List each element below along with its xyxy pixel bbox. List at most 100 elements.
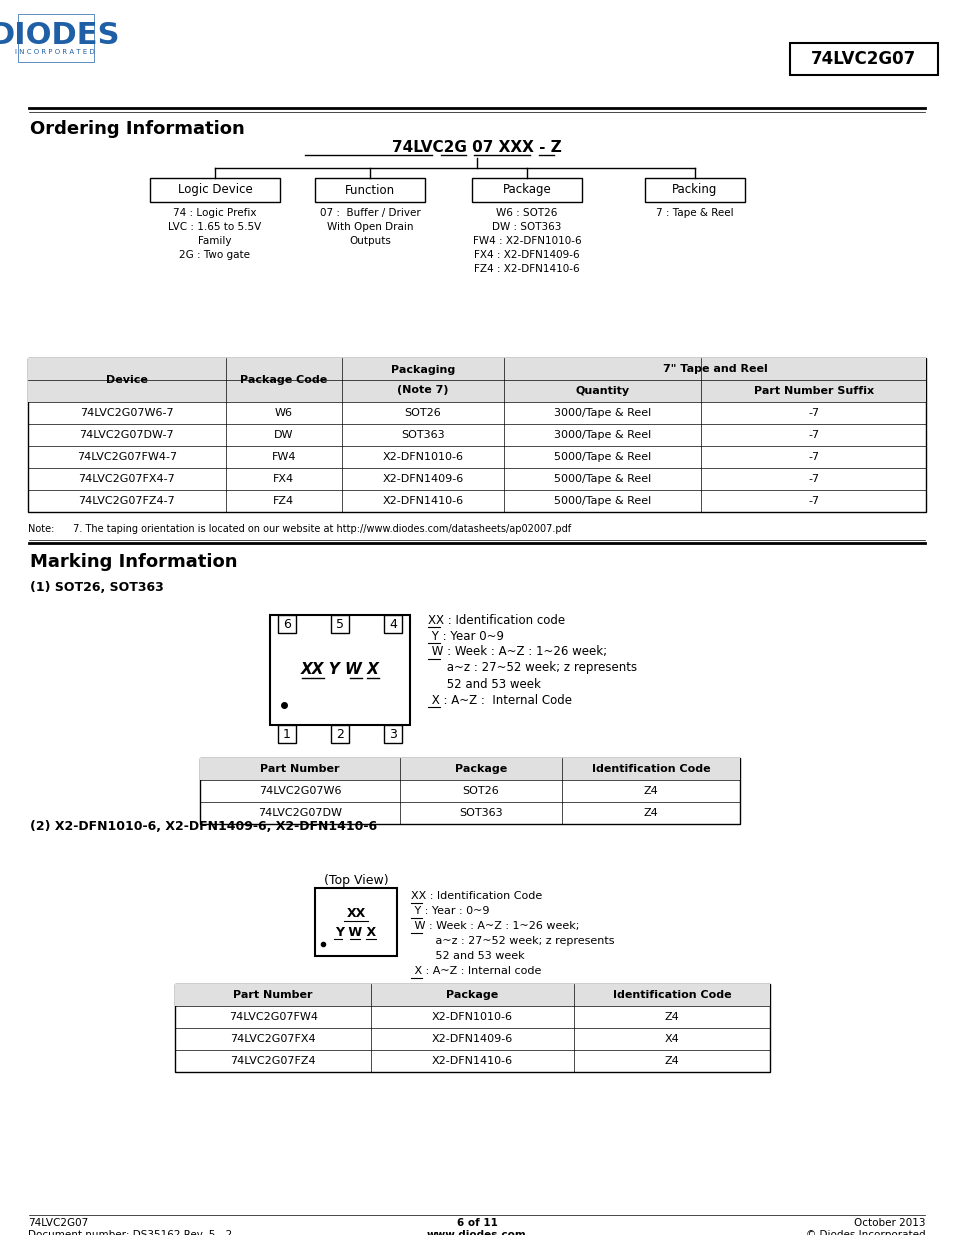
Text: 74LVC2G07FZ4: 74LVC2G07FZ4 [230,1056,315,1066]
Bar [277,725,295,743]
Text: Quantity: Quantity [575,387,629,396]
Text: Z4: Z4 [643,808,658,818]
Text: SOT26: SOT26 [404,408,441,417]
Text: Package Code: Package Code [240,375,327,385]
Text: 74LVC2G07W6-7: 74LVC2G07W6-7 [80,408,173,417]
Text: Packing: Packing [672,184,717,196]
Text: FZ4: FZ4 [274,496,294,506]
Text: Note:      7. The taping orientation is located on our website at http://www.dio: Note: 7. The taping orientation is locat… [28,524,571,534]
Text: Part Number: Part Number [260,764,339,774]
Bar [174,984,769,1007]
Text: X2-DFN1410-6: X2-DFN1410-6 [432,1056,513,1066]
Text: 3000/Tape & Reel: 3000/Tape & Reel [554,430,651,440]
Text: Z4: Z4 [663,1056,679,1066]
Text: 2: 2 [335,727,344,741]
Text: 74LVC2G07FX4: 74LVC2G07FX4 [230,1034,315,1044]
Text: 74LVC2G 07 XXX - Z: 74LVC2G 07 XXX - Z [392,141,561,156]
Bar [270,615,410,725]
Text: 7" Tape and Reel: 7" Tape and Reel [662,364,766,374]
Text: Ordering Information: Ordering Information [30,120,245,138]
Text: Package: Package [446,990,498,1000]
Bar [314,178,424,203]
Text: 07 :  Buffer / Driver
With Open Drain
Outputs: 07 : Buffer / Driver With Open Drain Out… [319,207,420,246]
Text: 4: 4 [389,618,396,631]
Bar [331,615,349,634]
Text: 5: 5 [335,618,344,631]
Bar [28,358,925,380]
Bar [200,758,740,781]
Text: Y : Year 0~9: Y : Year 0~9 [428,630,503,642]
Text: -7: -7 [807,452,819,462]
Text: 3: 3 [389,727,396,741]
Text: 74 : Logic Prefix
LVC : 1.65 to 5.5V
Family
2G : Two gate: 74 : Logic Prefix LVC : 1.65 to 5.5V Fam… [168,207,261,261]
Text: -7: -7 [807,430,819,440]
Text: -7: -7 [807,496,819,506]
Text: Package: Package [455,764,506,774]
Text: FX4: FX4 [274,474,294,484]
Text: W : Week : A~Z : 1~26 week;: W : Week : A~Z : 1~26 week; [428,646,606,658]
Text: I N C O R P O R A T E D: I N C O R P O R A T E D [15,49,94,56]
Text: DIODES: DIODES [0,21,120,49]
Text: X : A~Z : Internal code: X : A~Z : Internal code [411,966,540,976]
Text: (Note 7): (Note 7) [397,385,449,395]
Bar [200,758,740,824]
Text: -7: -7 [807,408,819,417]
Text: 74LVC2G07FW4: 74LVC2G07FW4 [229,1011,317,1023]
Text: a~z : 27~52 week; z represents: a~z : 27~52 week; z represents [411,936,614,946]
Text: Packaging: Packaging [391,366,455,375]
Bar [150,178,280,203]
Text: XX : Identification code: XX : Identification code [428,614,564,626]
Text: Part Number: Part Number [233,990,313,1000]
Bar [384,615,401,634]
Bar [314,888,396,956]
Text: W6: W6 [274,408,293,417]
Text: Z4: Z4 [663,1011,679,1023]
Bar [331,725,349,743]
Bar [644,178,744,203]
Text: Y W X: Y W X [335,926,376,939]
Text: SOT26: SOT26 [462,785,498,797]
Text: 7 : Tape & Reel: 7 : Tape & Reel [656,207,733,219]
Bar [277,615,295,634]
Bar [174,984,769,1072]
Text: a~z : 27~52 week; z represents: a~z : 27~52 week; z represents [428,662,637,674]
Text: SOT363: SOT363 [401,430,444,440]
Text: 74LVC2G07: 74LVC2G07 [810,49,916,68]
Text: X2-DFN1010-6: X2-DFN1010-6 [432,1011,513,1023]
Text: 6: 6 [283,618,291,631]
Text: 74LVC2G07FZ4-7: 74LVC2G07FZ4-7 [78,496,175,506]
Bar [384,725,401,743]
Text: XX : Identification Code: XX : Identification Code [411,890,541,902]
Text: DW: DW [274,430,294,440]
Bar [28,358,925,513]
Text: X2-DFN1409-6: X2-DFN1409-6 [432,1034,513,1044]
Text: Z4: Z4 [643,785,658,797]
Text: 52 and 53 week: 52 and 53 week [411,951,524,961]
Text: XX Y W X: XX Y W X [300,662,379,678]
Text: FW4: FW4 [272,452,295,462]
Text: Part Number Suffix: Part Number Suffix [753,387,873,396]
Text: (1) SOT26, SOT363: (1) SOT26, SOT363 [30,580,164,594]
Text: 5000/Tape & Reel: 5000/Tape & Reel [554,452,651,462]
Text: 74LVC2G07
Document number: DS35162 Rev. 5 - 2: 74LVC2G07 Document number: DS35162 Rev. … [28,1218,232,1235]
Text: X4: X4 [663,1034,679,1044]
Text: Function: Function [345,184,395,196]
Text: 52 and 53 week: 52 and 53 week [428,678,540,690]
Text: XX: XX [346,908,365,920]
Bar [18,14,94,62]
Text: X2-DFN1410-6: X2-DFN1410-6 [382,496,463,506]
Text: W : Week : A~Z : 1~26 week;: W : Week : A~Z : 1~26 week; [411,921,578,931]
Text: 6 of 11
www.diodes.com: 6 of 11 www.diodes.com [427,1218,526,1235]
Text: Y : Year : 0~9: Y : Year : 0~9 [411,906,489,916]
Text: X : A~Z :  Internal Code: X : A~Z : Internal Code [428,694,572,706]
Text: 5000/Tape & Reel: 5000/Tape & Reel [554,474,651,484]
Text: X2-DFN1409-6: X2-DFN1409-6 [382,474,463,484]
Text: Package: Package [502,184,551,196]
Text: Logic Device: Logic Device [177,184,253,196]
Text: 3000/Tape & Reel: 3000/Tape & Reel [554,408,651,417]
Text: W6 : SOT26
DW : SOT363
FW4 : X2-DFN1010-6
FX4 : X2-DFN1409-6
FZ4 : X2-DFN1410-6: W6 : SOT26 DW : SOT363 FW4 : X2-DFN1010-… [472,207,580,274]
Text: 74LVC2G07DW: 74LVC2G07DW [257,808,341,818]
Text: October 2013
© Diodes Incorporated: October 2013 © Diodes Incorporated [805,1218,925,1235]
Text: Marking Information: Marking Information [30,553,237,571]
Text: 1: 1 [283,727,291,741]
